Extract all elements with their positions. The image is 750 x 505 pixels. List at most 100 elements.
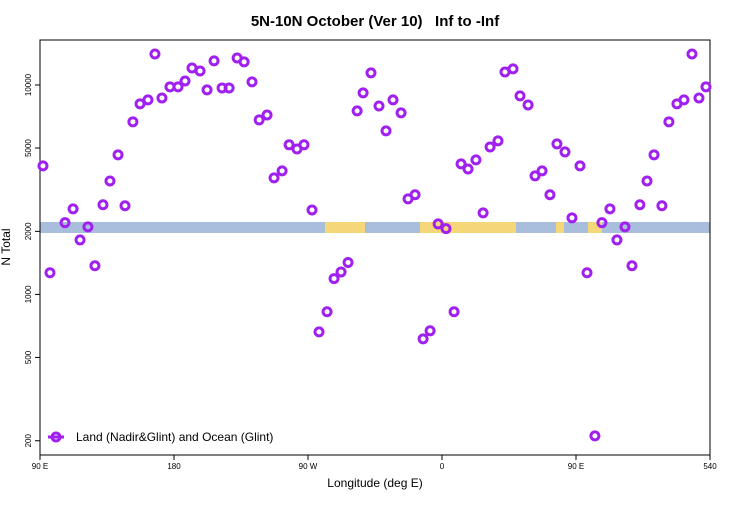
y-axis-label: N Total (0, 228, 13, 265)
data-point (678, 94, 690, 106)
data-point (648, 149, 660, 161)
data-point (373, 100, 385, 112)
data-point (335, 266, 347, 278)
data-point (455, 158, 467, 170)
data-point (306, 204, 318, 216)
y-tick-label: 200 (24, 434, 33, 448)
y-tick-label: 10000 (24, 73, 33, 96)
data-point (432, 218, 444, 230)
data-point (365, 67, 377, 79)
data-point (179, 75, 191, 87)
data-point (470, 154, 482, 166)
data-point (522, 99, 534, 111)
data-point (261, 109, 273, 121)
data-point (596, 217, 608, 229)
data-point (44, 267, 56, 279)
data-point (328, 273, 340, 285)
data-point (484, 141, 496, 153)
data-point (67, 203, 79, 215)
data-point (492, 135, 504, 147)
x-tick-label: 90 E (32, 462, 48, 471)
data-point (663, 116, 675, 128)
chart-title: 5N-10N October (Ver 10) Inf to -Inf (251, 13, 500, 30)
data-point (611, 234, 623, 246)
data-point (477, 207, 489, 219)
data-point (700, 81, 712, 93)
legend-label: Land (Nadir&Glint) and Ocean (Glint) (76, 430, 273, 444)
data-point (342, 256, 354, 268)
data-point (253, 114, 265, 126)
data-point (409, 189, 421, 201)
data-point (276, 165, 288, 177)
data-point (544, 189, 556, 201)
x-tick-label: 90 W (299, 462, 318, 471)
surface-band (40, 222, 710, 233)
data-point (112, 149, 124, 161)
data-point (424, 325, 436, 337)
x-tick-label: 180 (167, 462, 181, 471)
data-point (321, 306, 333, 318)
data-point (149, 48, 161, 60)
data-point (507, 63, 519, 75)
data-point (238, 56, 250, 68)
data-point (448, 306, 460, 318)
data-point (417, 333, 429, 345)
data-point (313, 326, 325, 338)
data-point (59, 217, 71, 229)
data-point (127, 116, 139, 128)
data-point (97, 199, 109, 211)
land-band (325, 222, 365, 233)
data-point (194, 65, 206, 77)
legend-marker (50, 431, 62, 443)
data-point (656, 200, 668, 212)
data-point (351, 105, 363, 117)
x-tick-label: 0 (440, 462, 445, 471)
data-point (589, 430, 601, 442)
data-point (208, 55, 220, 67)
data-point (626, 260, 638, 272)
land-band (556, 222, 564, 233)
data-point (357, 87, 369, 99)
data-point (604, 203, 616, 215)
data-point (566, 212, 578, 224)
data-point (619, 221, 631, 233)
land-band (420, 222, 516, 233)
land-band (588, 222, 602, 233)
y-tick-label: 5000 (24, 139, 33, 157)
data-point (581, 267, 593, 279)
data-point (440, 223, 452, 235)
data-point (74, 234, 86, 246)
data-point (641, 175, 653, 187)
y-tick-label: 2000 (24, 222, 33, 240)
data-point (395, 107, 407, 119)
data-point (201, 84, 213, 96)
data-point (634, 199, 646, 211)
plot-frame (39, 39, 711, 456)
data-point (172, 81, 184, 93)
data-point (119, 200, 131, 212)
data-point (298, 139, 310, 151)
data-point (529, 170, 541, 182)
data-point (536, 165, 548, 177)
data-point (283, 139, 295, 151)
x-axis-label: Longitude (deg E) (327, 476, 422, 490)
data-point (551, 138, 563, 150)
data-point (268, 172, 280, 184)
data-point (574, 160, 586, 172)
data-point (104, 175, 116, 187)
y-tick-label: 500 (24, 350, 33, 364)
data-point (89, 260, 101, 272)
data-point (693, 92, 705, 104)
data-point (223, 82, 235, 94)
x-tick-label: 540 (703, 462, 717, 471)
data-point (82, 221, 94, 233)
data-point (514, 90, 526, 102)
data-point (246, 76, 258, 88)
data-point (142, 94, 154, 106)
data-point (134, 98, 146, 110)
ocean-band (40, 222, 710, 233)
data-point (686, 48, 698, 60)
data-point (380, 125, 392, 137)
